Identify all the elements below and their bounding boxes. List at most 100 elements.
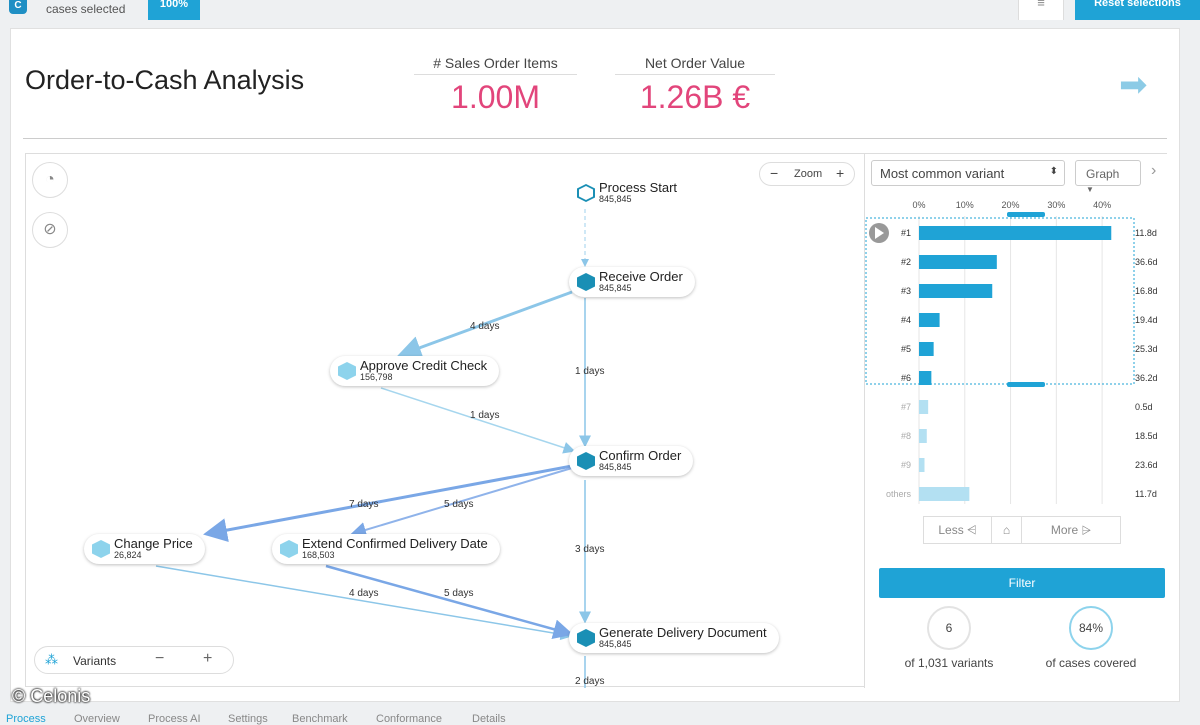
view-select[interactable]: Graph ▼ (1075, 160, 1141, 194)
variant-duration-label: 23.6d (1135, 460, 1158, 470)
edge-label: 4 days (349, 588, 379, 599)
variant-label: #3 (901, 286, 911, 296)
tab-benchmark[interactable]: Benchmark (292, 713, 348, 725)
variant-duration-label: 0.5d (1135, 402, 1153, 412)
variants-count-ring: 6 (927, 606, 971, 650)
edge-label: 7 days (349, 499, 379, 510)
x-tick-label: 40% (1093, 200, 1111, 210)
variant-bar (919, 342, 934, 356)
kpi-net-order-value: Net Order Value 1.26B € (615, 55, 775, 116)
edge-receive-approve (397, 290, 573, 360)
hamburger-icon[interactable]: ≡ (1018, 0, 1064, 20)
node-receive-order[interactable]: Receive Order 845,845 (569, 267, 695, 297)
analysis-sheet: Order-to-Cash Analysis # Sales Order Ite… (10, 28, 1180, 702)
node-count: 156,798 (360, 372, 393, 382)
variant-bar (919, 255, 997, 269)
edge-confirm-change-price (203, 464, 573, 542)
variants-control: ⁂ Variants − + (34, 646, 234, 674)
edge-approve-confirm (380, 387, 576, 454)
node-name: Confirm Order (599, 448, 682, 463)
kpi-label: Net Order Value (615, 55, 775, 75)
variant-pager: Less ⩤ ⌂ More ⩥ (923, 516, 1121, 544)
zoom-control: − Zoom + (759, 162, 855, 186)
less-label: Less (938, 523, 964, 537)
activity-hex-icon (92, 540, 110, 558)
variant-bar (919, 400, 929, 414)
home-icon[interactable]: ⌂ (992, 517, 1022, 543)
chevron-right-icon[interactable]: › (1151, 162, 1157, 179)
edge-label: 1 days (575, 366, 605, 377)
reset-selections-button[interactable]: Reset selections (1075, 0, 1200, 20)
view-value: Graph (1086, 167, 1120, 181)
hide-icon[interactable]: ⊘ (32, 212, 68, 248)
node-extend-confirmed-delivery-date[interactable]: Extend Confirmed Delivery Date 168,503 (272, 534, 500, 564)
top-bar: C cases selected 100% ≡ Reset selections (0, 0, 1200, 22)
edge-extend-generate (325, 564, 574, 639)
more-label: More (1050, 523, 1079, 537)
activity-hex-icon (280, 540, 298, 558)
variant-mode-select[interactable]: Most common variant ⬍ (871, 160, 1065, 186)
variant-label: #4 (901, 315, 911, 325)
tab-overview[interactable]: Overview (74, 713, 120, 725)
activity-hex-icon (577, 629, 595, 647)
variants-plus-button[interactable]: + (203, 650, 213, 667)
play-icon-glyph (875, 227, 884, 239)
node-approve-credit-check[interactable]: Approve Credit Check 156,798 (330, 356, 500, 386)
cases-selected-percent[interactable]: 100% (148, 0, 200, 20)
variant-duration-label: 18.5d (1135, 431, 1158, 441)
kpi-sales-order-items: # Sales Order Items 1.00M (414, 55, 577, 116)
selection-handle-bottom (1007, 382, 1045, 387)
tab-process[interactable]: Process (6, 713, 46, 725)
node-change-price[interactable]: Change Price 26,824 (84, 534, 205, 564)
variant-bar (919, 429, 927, 443)
variant-bar (919, 487, 970, 501)
zoom-out-icon[interactable]: − (770, 165, 779, 181)
tab-settings[interactable]: Settings (228, 713, 268, 725)
variants-minus-button[interactable]: − (155, 650, 165, 667)
node-process-start[interactable]: Process Start 845,845 (569, 178, 689, 206)
updown-icon: ⬍ (1049, 166, 1058, 177)
less-button[interactable]: Less ⩤ (924, 517, 992, 543)
timer-icon[interactable]: ◔ (32, 162, 68, 198)
edge-label: 2 days (575, 676, 605, 687)
variant-duration-label: 11.7d (1135, 489, 1157, 499)
variant-duration-label: 11.8d (1135, 228, 1157, 238)
variant-bar (919, 226, 1112, 240)
activity-hex-icon (338, 362, 356, 380)
variant-label: others (886, 489, 912, 499)
variant-duration-label: 36.6d (1135, 257, 1158, 267)
variant-bar-chart: 0% 10% 20% 30% 40% #1 11.8d #2 36.6d #3 16.8d #4 19.… (865, 200, 1158, 504)
variant-label: #8 (901, 431, 911, 441)
filter-button[interactable]: Filter (879, 568, 1165, 598)
cases-covered-ring: 84% (1069, 606, 1113, 650)
process-graph-edges (155, 209, 591, 688)
variant-label: #5 (901, 344, 911, 354)
variants-network-icon: ⁂ (45, 652, 58, 667)
kpi-value: 1.00M (451, 79, 540, 115)
celonis-logo-icon: C (9, 0, 27, 14)
edge-label: 1 days (470, 410, 500, 421)
tab-process-ai[interactable]: Process AI (148, 713, 201, 725)
variant-bar (919, 371, 932, 385)
zoom-label: Zoom (794, 168, 823, 180)
process-explorer: ◔ ⊘ − Zoom + (25, 153, 1168, 688)
node-count: 845,845 (599, 639, 632, 649)
node-confirm-order[interactable]: Confirm Order 845,845 (569, 446, 694, 476)
forward-arrow-icon[interactable]: ➡ (1119, 66, 1148, 104)
node-count: 845,845 (599, 462, 632, 472)
tab-details[interactable]: Details (472, 713, 506, 725)
node-count: 845,845 (599, 194, 632, 204)
variant-label: #1 (901, 228, 911, 238)
more-button[interactable]: More ⩥ (1050, 523, 1092, 537)
edge-label: 4 days (470, 321, 500, 332)
x-tick-label: 0% (912, 200, 925, 210)
variants-label: Variants (73, 654, 117, 668)
variant-explorer-pane: Most common variant ⬍ Graph ▼ › 0% 10% 20%… (864, 154, 1168, 688)
variants-count-value: 6 (945, 621, 953, 635)
zoom-in-icon[interactable]: + (836, 165, 845, 181)
node-generate-delivery-document[interactable]: Generate Delivery Document 845,845 (569, 623, 779, 653)
edge-label: 5 days (444, 499, 474, 510)
node-name: Approve Credit Check (360, 358, 488, 373)
sheet-tab-bar: Process Overview Process AI Settings Ben… (0, 710, 1200, 725)
tab-conformance[interactable]: Conformance (376, 713, 443, 725)
